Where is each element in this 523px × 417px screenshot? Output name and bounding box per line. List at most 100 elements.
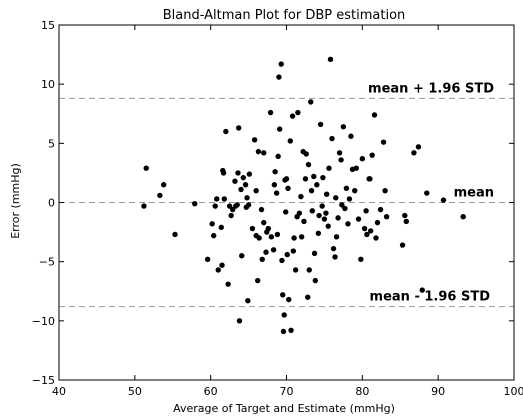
data-point [298,234,305,240]
data-point [268,234,275,240]
data-point [460,214,466,220]
data-point [236,125,242,131]
data-point [339,202,345,208]
data-point [249,225,256,232]
data-point [242,182,249,188]
x-tick-label: 40 [52,385,66,398]
data-point [232,178,238,184]
data-point [342,205,348,212]
data-point [327,56,334,63]
data-point [270,247,277,253]
data-point [172,231,178,238]
data-point [261,219,267,226]
data-point [255,148,262,155]
data-point [315,230,322,236]
data-point [256,235,262,241]
y-tick-label: 5 [48,137,55,150]
data-point [228,212,234,219]
data-point [284,251,290,258]
data-point [305,161,312,168]
data-point [253,187,259,194]
data-point [271,182,278,188]
data-point [275,153,281,160]
x-tick-label: 70 [280,385,294,398]
data-point [280,328,287,335]
data-point [343,185,350,191]
data-point [192,200,198,207]
data-point [302,176,309,182]
data-point [377,206,384,213]
data-point [234,202,240,208]
data-point [346,196,353,202]
data-point [258,206,265,213]
data-point [419,287,425,293]
data-point [348,133,354,139]
data-point [281,312,287,318]
data-point [296,210,303,216]
data-point [326,165,332,171]
data-point [364,231,370,238]
data-point [246,171,253,177]
data-point [320,174,326,181]
axis-ticks: 40 50 60 70 80 90 100 −15 −10 −5 0 5 10 15 [32,19,523,398]
data-point [141,203,147,209]
data-point [272,169,278,175]
data-point [274,231,281,238]
y-tick-label: 15 [41,19,55,32]
data-point [221,196,228,202]
data-point [261,150,267,156]
reference-lines [59,97,514,308]
data-point [295,109,301,116]
data-point [309,208,315,214]
data-point [236,318,243,324]
data-point [305,294,311,300]
data-point [218,224,224,231]
data-point [424,190,430,196]
data-point [245,298,251,304]
data-point [306,267,312,273]
data-point [321,216,328,222]
data-point [278,61,284,67]
data-point [361,225,368,232]
data-point [225,281,231,287]
data-point [285,185,291,191]
data-point [292,267,299,273]
data-point [215,267,221,273]
y-tick-label: −10 [32,315,55,328]
data-point [382,187,388,194]
data-point [157,192,163,199]
plot-frame [58,24,515,381]
data-point [359,156,366,162]
data-point [335,215,341,221]
data-point [352,187,358,194]
data-point [345,221,351,227]
data-point [373,235,379,241]
data-point [411,150,417,156]
data-point [283,176,290,182]
x-tick-label: 60 [204,385,218,398]
data-point [254,277,261,284]
x-tick-label: 100 [504,385,523,398]
data-point [338,157,344,163]
data-point [329,135,335,142]
data-point [160,182,167,188]
x-axis-label: Average of Target and Estimate (mmHg) [173,402,395,415]
y-axis-label: Error (mmHg) [9,163,22,239]
data-point [212,203,218,209]
data-point [280,292,286,298]
y-tick-label: −5 [39,256,55,269]
x-tick-label: 50 [128,385,142,398]
data-point [238,186,244,193]
data-point [380,139,387,145]
data-point [355,216,362,222]
data-point [289,113,296,119]
data-point [415,144,422,150]
data-point [340,124,347,130]
data-point [273,190,280,196]
data-point [402,212,408,219]
data-point [367,228,374,234]
y-tick-label: 10 [41,78,55,91]
data-point [214,196,220,202]
data-point [290,248,297,254]
